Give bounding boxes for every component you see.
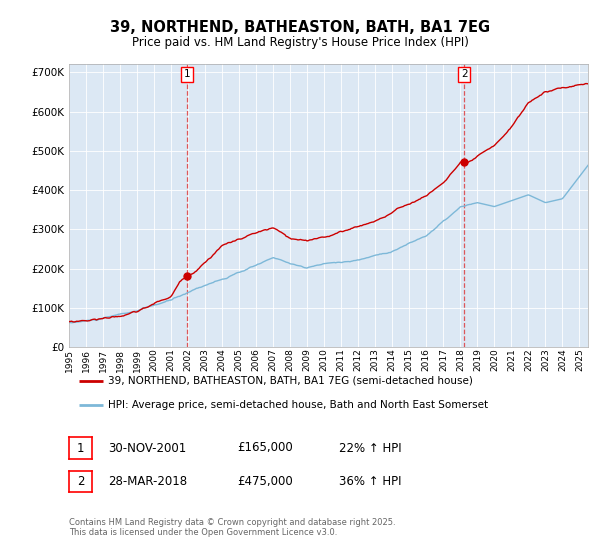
Text: Contains HM Land Registry data © Crown copyright and database right 2025.
This d: Contains HM Land Registry data © Crown c… — [69, 518, 395, 538]
Text: 28-MAR-2018: 28-MAR-2018 — [108, 475, 187, 488]
Text: 36% ↑ HPI: 36% ↑ HPI — [339, 475, 401, 488]
Text: 1: 1 — [184, 69, 190, 80]
Text: 39, NORTHEND, BATHEASTON, BATH, BA1 7EG: 39, NORTHEND, BATHEASTON, BATH, BA1 7EG — [110, 20, 490, 35]
Text: 1: 1 — [77, 441, 84, 455]
Text: Price paid vs. HM Land Registry's House Price Index (HPI): Price paid vs. HM Land Registry's House … — [131, 36, 469, 49]
Text: £165,000: £165,000 — [237, 441, 293, 455]
Text: 39, NORTHEND, BATHEASTON, BATH, BA1 7EG (semi-detached house): 39, NORTHEND, BATHEASTON, BATH, BA1 7EG … — [108, 376, 473, 386]
Text: 2: 2 — [77, 475, 84, 488]
Text: 2: 2 — [461, 69, 467, 80]
Text: HPI: Average price, semi-detached house, Bath and North East Somerset: HPI: Average price, semi-detached house,… — [108, 400, 488, 409]
Text: 30-NOV-2001: 30-NOV-2001 — [108, 441, 186, 455]
Text: 22% ↑ HPI: 22% ↑ HPI — [339, 441, 401, 455]
Text: £475,000: £475,000 — [237, 475, 293, 488]
